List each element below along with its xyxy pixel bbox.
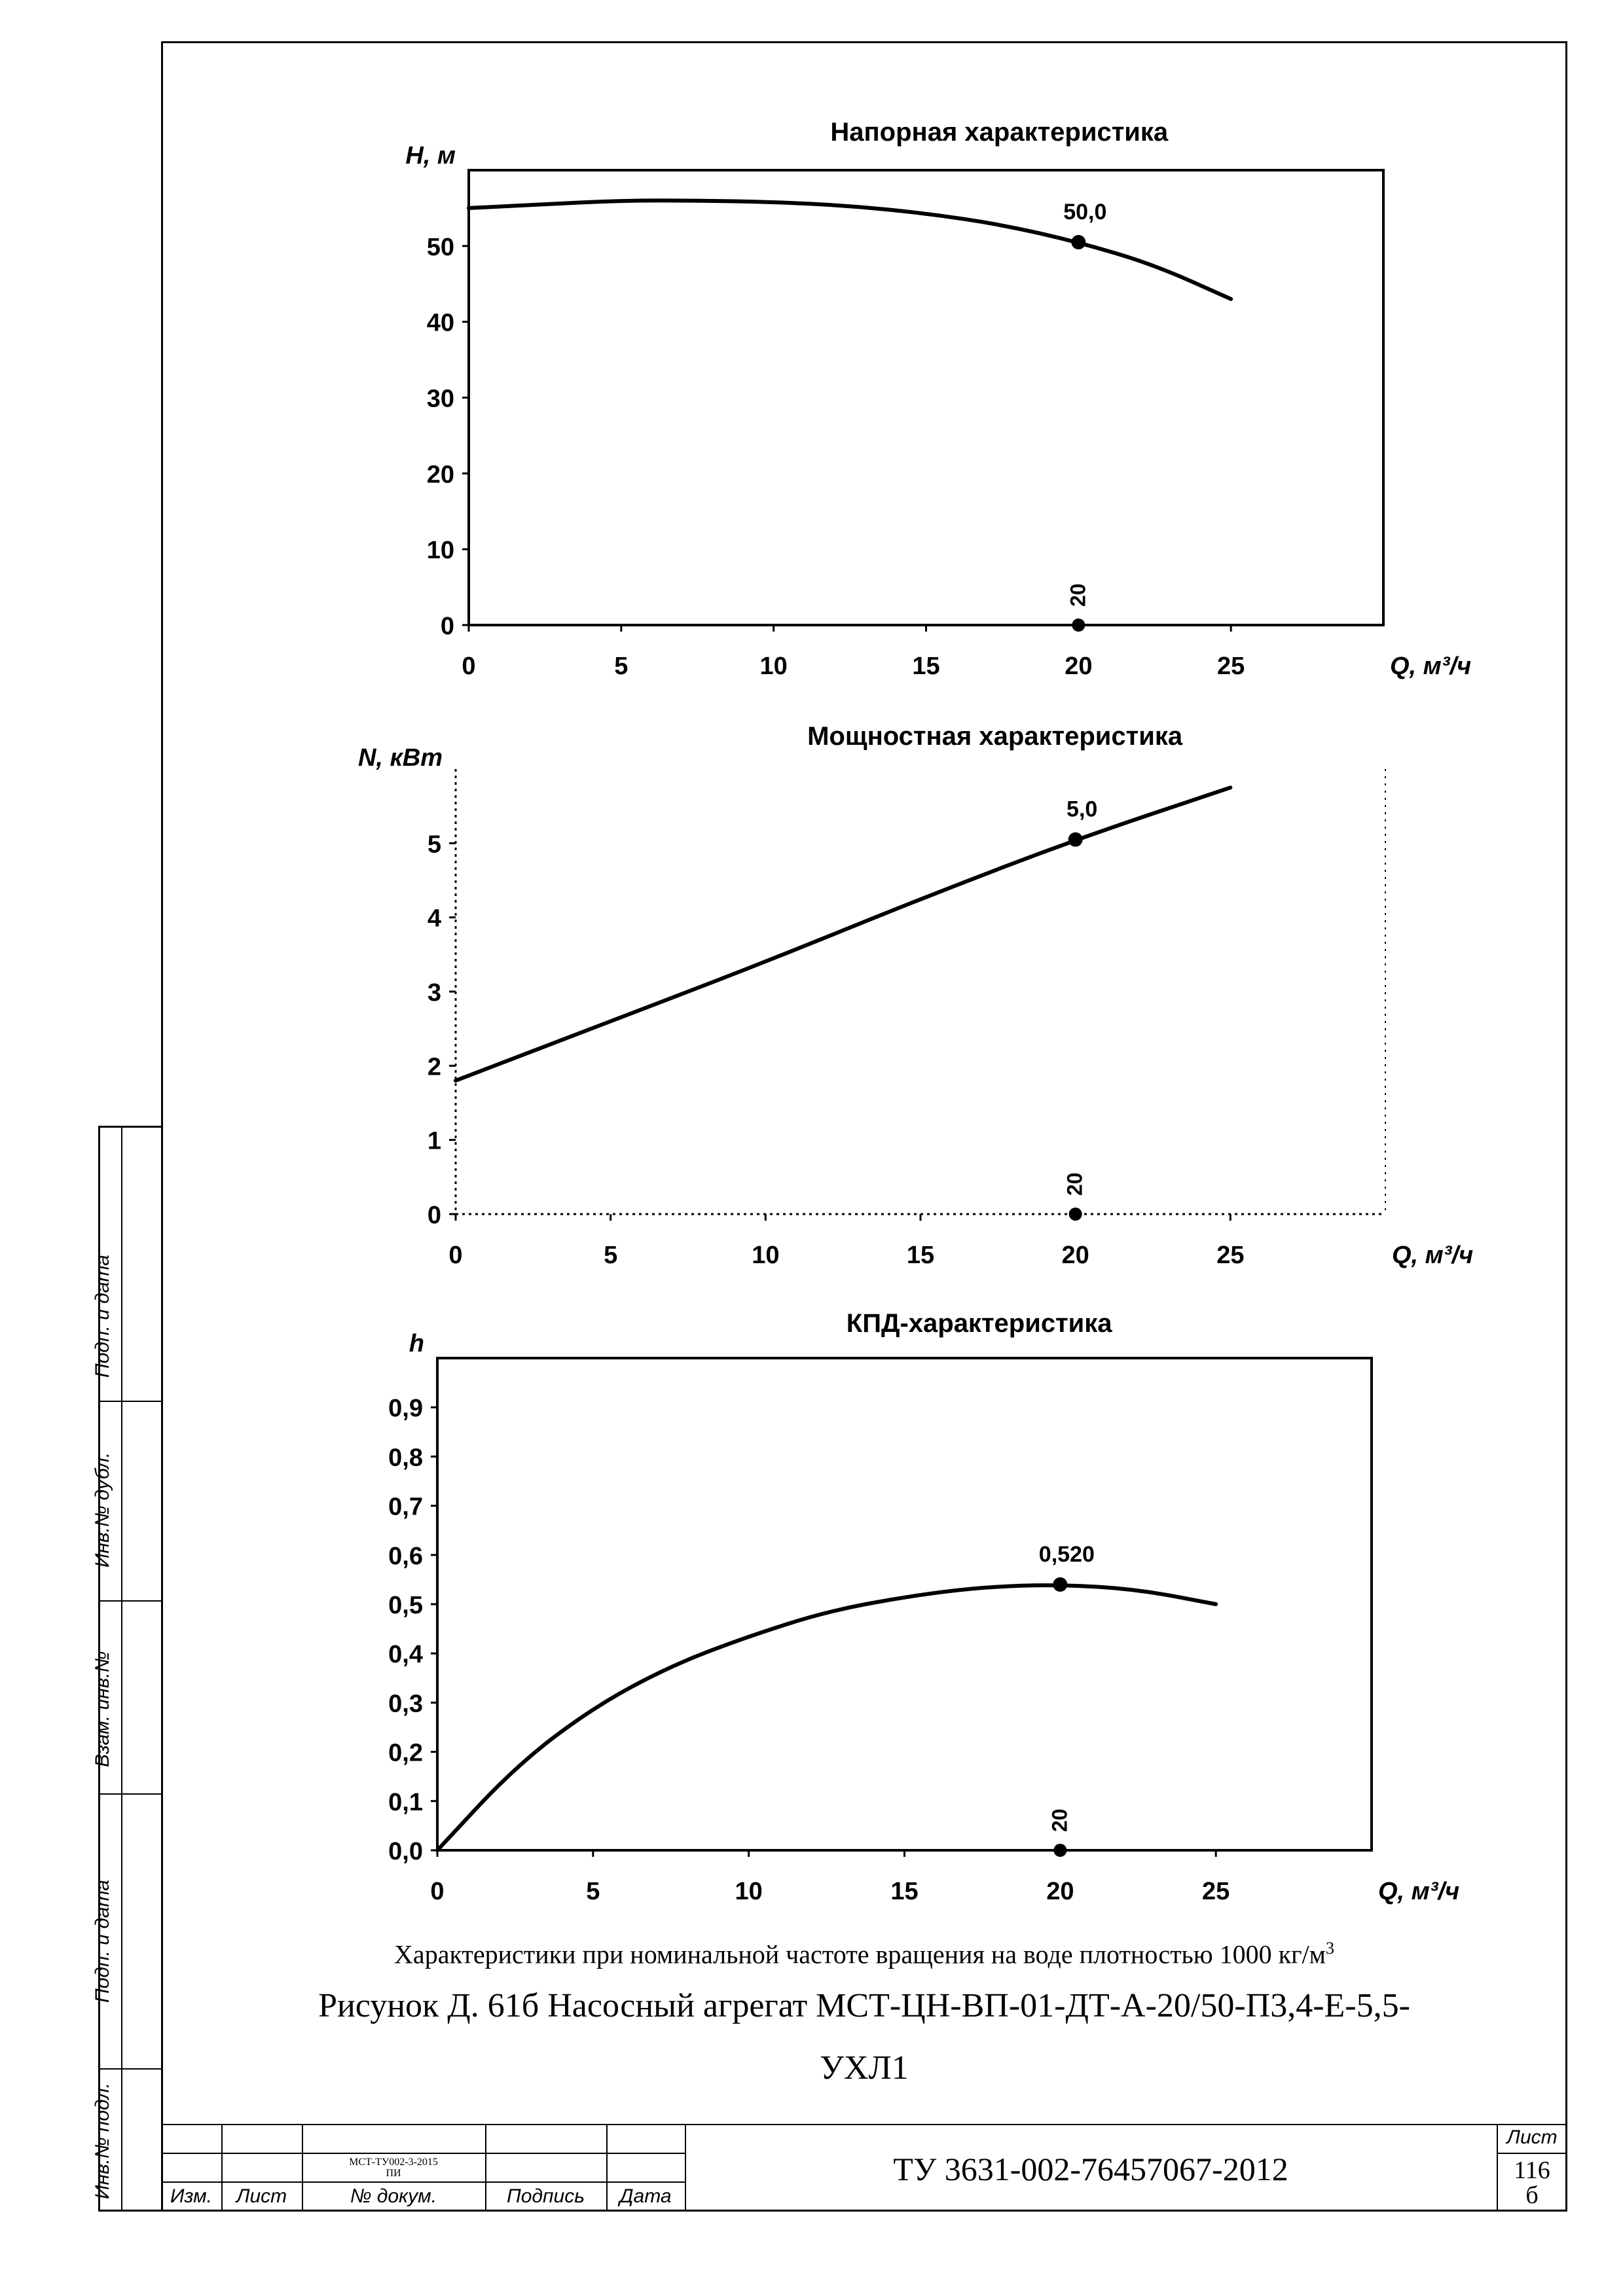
side-stamp-column xyxy=(98,1126,162,2212)
y-tick-label-2: 0,6 xyxy=(388,1543,423,1570)
y-tick-label-0: 40 xyxy=(427,310,454,337)
y-tick-label-2: 0,0 xyxy=(388,1838,423,1865)
side-divider xyxy=(98,1600,162,1602)
chart-title-2: КПД-характеристика xyxy=(847,1309,1112,1338)
y-tick-label-2: 0,8 xyxy=(388,1444,423,1471)
figure-subcaption: Характеристики при номинальной частоте в… xyxy=(394,1939,1334,1969)
x-marker-point-1 xyxy=(1068,1208,1082,1221)
stamp-col-line xyxy=(302,2124,303,2212)
operating-point-1 xyxy=(1068,832,1083,847)
stamp-col-line xyxy=(485,2124,486,2212)
y-tick-label-2: 0,5 xyxy=(388,1592,423,1619)
x-marker-label-1: 20 xyxy=(1063,1172,1087,1196)
y-tick-label-1: 2 xyxy=(428,1053,441,1081)
y-tick-label-2: 0,7 xyxy=(388,1494,423,1521)
y-tick-label-1: 5 xyxy=(428,831,441,858)
y-tick-label-2: 0,3 xyxy=(388,1690,423,1717)
stamp-row-line xyxy=(161,2181,685,2183)
x-tick-label-2: 25 xyxy=(1202,1878,1230,1905)
figure-caption-cont: УХЛ1 xyxy=(820,2049,909,2087)
x-tick-label-1: 5 xyxy=(604,1242,617,1269)
sheet-number: 116 б xyxy=(1514,2157,1550,2209)
x-tick-label-0: 20 xyxy=(1065,653,1092,680)
series-line-1 xyxy=(454,785,1233,1083)
x-tick-label-1: 10 xyxy=(752,1242,779,1269)
stamp-col-izm: Изм. xyxy=(170,2185,212,2207)
x-axis-label-1: Q, м³/ч xyxy=(1392,1242,1473,1269)
y-tick-label-2: 0,2 xyxy=(388,1740,423,1767)
stamp-top-line xyxy=(161,2124,1567,2125)
series-line-0 xyxy=(467,198,1233,301)
stamp-col-line xyxy=(685,2124,686,2212)
x-axis-label-2: Q, м³/ч xyxy=(1378,1878,1459,1905)
x-marker-label-2: 20 xyxy=(1048,1808,1071,1832)
y-tick-label-0: 50 xyxy=(427,234,454,261)
y-tick-label-1: 3 xyxy=(428,979,441,1007)
y-tick-label-0: 20 xyxy=(427,461,454,488)
y-tick-label-1: 1 xyxy=(428,1128,441,1155)
y-axis-label-1: N, кВт xyxy=(358,744,443,772)
x-marker-point-0 xyxy=(1072,619,1085,632)
x-tick-label-2: 15 xyxy=(890,1878,918,1905)
chart-title-1: Мощностная характеристика xyxy=(807,722,1183,751)
x-marker-label-0: 20 xyxy=(1066,583,1089,607)
side-label-orig-inv: Инв.№ подл. xyxy=(92,2083,113,2199)
stamp-sheet-line xyxy=(1497,2153,1567,2154)
stamp-col-line xyxy=(1497,2124,1498,2212)
series-line-2 xyxy=(435,1583,1218,1852)
y-tick-label-2: 0,4 xyxy=(388,1641,423,1668)
side-divider xyxy=(98,1793,162,1795)
x-tick-label-0: 15 xyxy=(912,653,939,680)
figure-caption: Рисунок Д. 61б Насосный агрегат МСТ-ЦН-В… xyxy=(318,1987,1410,2024)
plot-area-2 xyxy=(436,1357,1373,1852)
side-divider xyxy=(98,1401,162,1402)
stamp-col-list: Лист xyxy=(236,2185,287,2207)
y-tick-label-2: 0,9 xyxy=(388,1395,423,1422)
y-tick-label-1: 4 xyxy=(428,905,441,933)
side-inner-divider xyxy=(121,1126,122,2212)
stamp-col-line xyxy=(606,2124,608,2212)
x-tick-label-0: 25 xyxy=(1217,653,1245,680)
y-tick-label-2: 0,1 xyxy=(388,1789,423,1816)
x-tick-label-0: 0 xyxy=(462,653,475,680)
operating-point-label-0: 50,0 xyxy=(1063,200,1106,224)
x-tick-label-2: 5 xyxy=(586,1878,600,1905)
x-tick-label-0: 10 xyxy=(760,653,788,680)
stamp-col-doc: № докум. xyxy=(350,2185,437,2207)
x-tick-label-2: 0 xyxy=(430,1878,444,1905)
x-axis-label-0: Q, м³/ч xyxy=(1390,653,1471,680)
document-code: ТУ 3631-002-76457067-2012 xyxy=(893,2151,1288,2187)
y-axis-label-2: h xyxy=(409,1330,424,1357)
stamp-col-sign: Подпись xyxy=(507,2185,585,2207)
y-tick-label-0: 0 xyxy=(441,613,454,640)
x-tick-label-1: 0 xyxy=(448,1242,462,1269)
stamp-small-doc: МСТ-ТУ002-3-2015 ПИ xyxy=(349,2157,438,2179)
x-tick-label-0: 5 xyxy=(614,653,628,680)
stamp-col-line xyxy=(221,2124,223,2212)
sheet-label: Лист xyxy=(1506,2126,1558,2148)
x-tick-label-1: 20 xyxy=(1062,1242,1089,1269)
stamp-row-line xyxy=(161,2153,685,2154)
x-tick-label-1: 25 xyxy=(1216,1242,1244,1269)
x-marker-point-2 xyxy=(1053,1844,1067,1857)
x-tick-label-2: 10 xyxy=(735,1878,763,1905)
operating-point-0 xyxy=(1071,235,1086,250)
y-axis-label-0: H, м xyxy=(405,142,456,170)
chart-title-0: Напорная характеристика xyxy=(830,118,1169,147)
title-block: МСТ-ТУ002-3-2015 ПИ Изм. Лист № докум. По… xyxy=(161,2124,1567,2212)
operating-point-label-1: 5,0 xyxy=(1067,797,1097,822)
side-divider xyxy=(98,2068,162,2070)
y-tick-label-0: 10 xyxy=(427,537,454,564)
y-tick-label-0: 30 xyxy=(427,386,454,413)
operating-point-2 xyxy=(1053,1577,1068,1592)
plot-area-0 xyxy=(467,169,1385,626)
x-tick-label-1: 15 xyxy=(907,1242,934,1269)
operating-point-label-2: 0,520 xyxy=(1039,1542,1095,1567)
stamp-col-date: Дата xyxy=(619,2185,672,2207)
x-tick-label-2: 20 xyxy=(1046,1878,1074,1905)
y-tick-label-1: 0 xyxy=(428,1202,441,1229)
